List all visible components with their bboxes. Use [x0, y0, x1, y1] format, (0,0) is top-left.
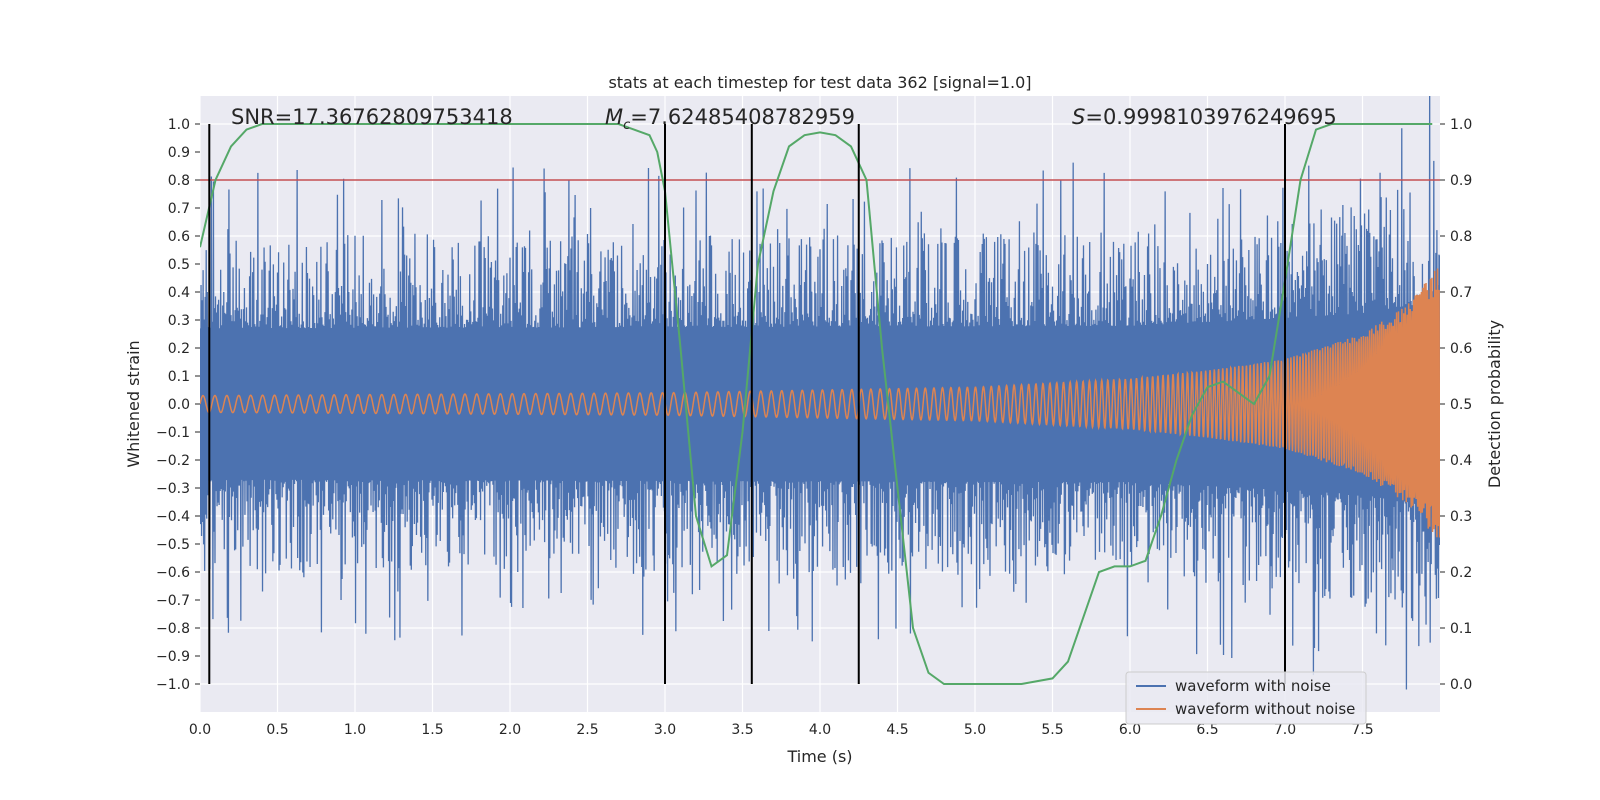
legend-box [1125, 671, 1367, 725]
x-tick-label: 4.0 [809, 722, 831, 738]
x-tick-label: 5.0 [964, 722, 986, 738]
x-tick-label: 2.0 [499, 722, 521, 738]
x-tick-label: 3.0 [654, 722, 676, 738]
y-tick-label: −0.2 [156, 453, 190, 469]
y2-axis-label: Detection probability [1485, 320, 1504, 488]
x-tick-label: 7.0 [1274, 722, 1296, 738]
y-tick-label: −0.4 [156, 509, 190, 525]
y-axis-label: Whitened strain [124, 340, 143, 467]
x-tick-label: 2.5 [576, 722, 598, 738]
y2-tick-label: 0.0 [1450, 677, 1472, 693]
x-tick-label: 0.5 [266, 722, 288, 738]
s-annotation: S=0.9998103976249695 [1072, 105, 1337, 129]
y2-tick-label: 0.3 [1450, 509, 1472, 525]
y2-tick-label: 0.9 [1450, 173, 1472, 189]
y-tick-label: −0.7 [156, 593, 190, 609]
series-detection-probability [200, 123, 1433, 685]
x-tick-label: 3.5 [731, 722, 753, 738]
y-tick-label: −1.0 [156, 677, 190, 693]
legend-label-noise: waveform with noise [1175, 677, 1331, 695]
y2-tick-label: 0.7 [1450, 285, 1472, 301]
y2-axis-ticks: 1.0 0.9 0.8 0.7 0.6 0.5 0.4 0.3 0.2 0.1 0.0 [1440, 117, 1472, 693]
series-waveform-without-noise [200, 268, 1440, 538]
y-tick-label: 0.5 [168, 257, 190, 273]
y-tick-label: 0.0 [168, 397, 190, 413]
y2-tick-label: 1.0 [1450, 117, 1472, 133]
y2-tick-label: 0.5 [1450, 397, 1472, 413]
y-tick-label: −0.1 [156, 425, 190, 441]
chart-title: stats at each timestep for test data 362… [608, 73, 1031, 92]
x-axis-ticks: 0.0 0.5 1.0 1.5 2.0 2.5 3.0 3.5 4.0 4.5 5.0 5.5 6.0 6… [189, 722, 1374, 738]
y-tick-label: 0.7 [168, 201, 190, 217]
y-tick-label: 0.2 [168, 341, 190, 357]
y2-tick-label: 0.8 [1450, 229, 1472, 245]
y2-tick-label: 0.6 [1450, 341, 1472, 357]
y-tick-label: −0.8 [156, 621, 190, 637]
series-waveform-with-noise [200, 96, 1440, 690]
y-tick-label: 0.9 [168, 145, 190, 161]
y2-tick-label: 0.2 [1450, 565, 1472, 581]
snr-annotation: SNR=17.36762809753418 [231, 105, 513, 129]
x-tick-label: 0.0 [189, 722, 211, 738]
x-tick-label: 4.5 [886, 722, 908, 738]
x-tick-label: 1.0 [344, 722, 366, 738]
mc-annotation: Mc=7.62485408782959 [605, 105, 855, 133]
y-axis-ticks: 1.0 0.9 0.8 0.7 0.6 0.5 0.4 0.3 0.2 0.1 0.0 −0.1 −0.… [156, 117, 200, 693]
x-tick-label: 6.5 [1196, 722, 1218, 738]
y-tick-label: −0.6 [156, 565, 190, 581]
y-tick-label: 0.1 [168, 369, 190, 385]
y2-tick-label: 0.4 [1450, 453, 1472, 469]
x-tick-label: 7.5 [1351, 722, 1373, 738]
x-tick-label: 6.0 [1119, 722, 1141, 738]
legend: waveform with noise waveform without noi… [1125, 671, 1367, 725]
x-axis-label: Time (s) [786, 747, 852, 766]
y-tick-label: −0.9 [156, 649, 190, 665]
y-tick-label: −0.5 [156, 537, 190, 553]
vertical-markers [208, 124, 1286, 684]
plot-area [200, 96, 1440, 690]
y-tick-label: 0.3 [168, 313, 190, 329]
y2-tick-label: 0.1 [1450, 621, 1472, 637]
y-tick-label: 0.6 [168, 229, 190, 245]
y-tick-label: −0.3 [156, 481, 190, 497]
y-tick-label: 0.4 [168, 285, 190, 301]
legend-label-clean: waveform without noise [1175, 700, 1355, 718]
x-tick-label: 1.5 [421, 722, 443, 738]
y-tick-label: 0.8 [168, 173, 190, 189]
y-tick-label: 1.0 [168, 117, 190, 133]
x-tick-label: 5.5 [1041, 722, 1063, 738]
